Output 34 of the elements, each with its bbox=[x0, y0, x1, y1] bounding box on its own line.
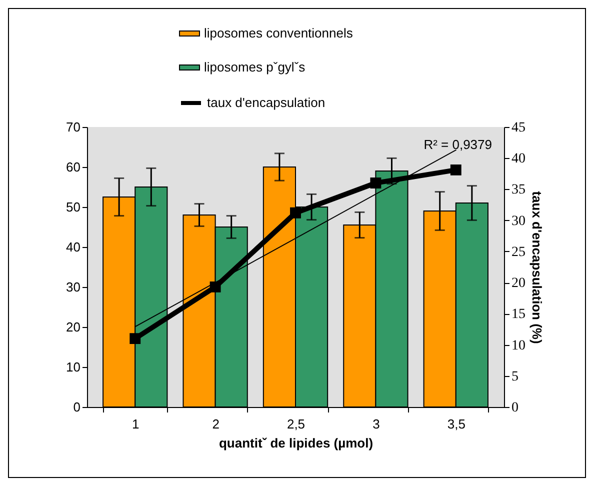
x-tick-label: 2 bbox=[212, 416, 220, 432]
y2-tick-label: 25 bbox=[512, 244, 526, 260]
x-axis-title: quantitˇ de lipides (µmol) bbox=[218, 436, 374, 450]
y2-tick-label: 45 bbox=[512, 120, 526, 136]
point bbox=[290, 207, 301, 218]
y2-tick-label: 5 bbox=[512, 369, 518, 384]
point bbox=[370, 178, 382, 188]
x-tick-label: 2,5 bbox=[286, 416, 306, 432]
y-tick-label: 50 bbox=[66, 200, 80, 214]
y2-tick-label: 15 bbox=[512, 307, 526, 322]
y-tick-label: 40 bbox=[66, 240, 80, 254]
y2-tick-label: 35 bbox=[512, 182, 526, 198]
y2-tick-label: 10 bbox=[512, 338, 526, 354]
y2-axis-title: taux d'encapsulation (%) bbox=[530, 191, 544, 344]
y-tick-label: 10 bbox=[66, 360, 80, 374]
x-tick-label: 3,5 bbox=[447, 416, 466, 432]
y-tick-label: 20 bbox=[66, 320, 80, 334]
y-tick-label: 0 bbox=[73, 400, 80, 414]
y2-tick-label: 0 bbox=[512, 400, 518, 416]
y2-tick-label: 30 bbox=[512, 214, 526, 229]
y-tick-label: 60 bbox=[66, 160, 80, 174]
y-tick-label: 70 bbox=[66, 120, 80, 134]
legend-label: liposomes conventionnels bbox=[204, 26, 354, 40]
legend-label: taux d'encapsulation bbox=[207, 95, 326, 110]
legend-label: liposomes pˇgylˇs bbox=[204, 60, 306, 74]
point bbox=[130, 333, 141, 344]
y2-tick-label: 20 bbox=[512, 276, 526, 292]
x-tick-label: 3 bbox=[372, 416, 380, 432]
x-tick-label: 1 bbox=[132, 416, 140, 432]
point bbox=[450, 164, 462, 176]
annotation: R² = 0,9379 bbox=[424, 137, 492, 152]
point bbox=[210, 281, 221, 292]
y2-tick-label: 40 bbox=[512, 152, 526, 167]
y-tick-label: 30 bbox=[66, 280, 80, 294]
